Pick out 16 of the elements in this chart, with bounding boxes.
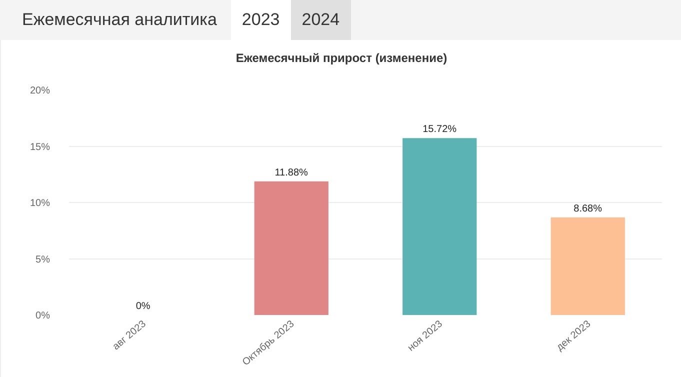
y-tick-label: 0% <box>36 310 50 322</box>
y-tick-label: 10% <box>30 198 50 209</box>
text: 2024 <box>290 0 351 40</box>
data-label: 11.88% <box>274 167 308 178</box>
y-tick-label: 20% <box>30 86 50 96</box>
text: Ежемесячная аналитика <box>21 9 218 31</box>
bar <box>402 138 477 315</box>
y-tick-label: 5% <box>36 254 50 266</box>
data-label: 8.68% <box>574 203 602 214</box>
bar <box>254 181 328 315</box>
data-label: 15.72% <box>422 124 457 136</box>
data-label: 0% <box>136 301 150 312</box>
bar <box>550 217 625 315</box>
text: 2023 <box>230 0 291 40</box>
y-tick-label: 15% <box>30 142 50 153</box>
chart-title: Ежемесячный прирост (изменение) <box>236 50 448 65</box>
